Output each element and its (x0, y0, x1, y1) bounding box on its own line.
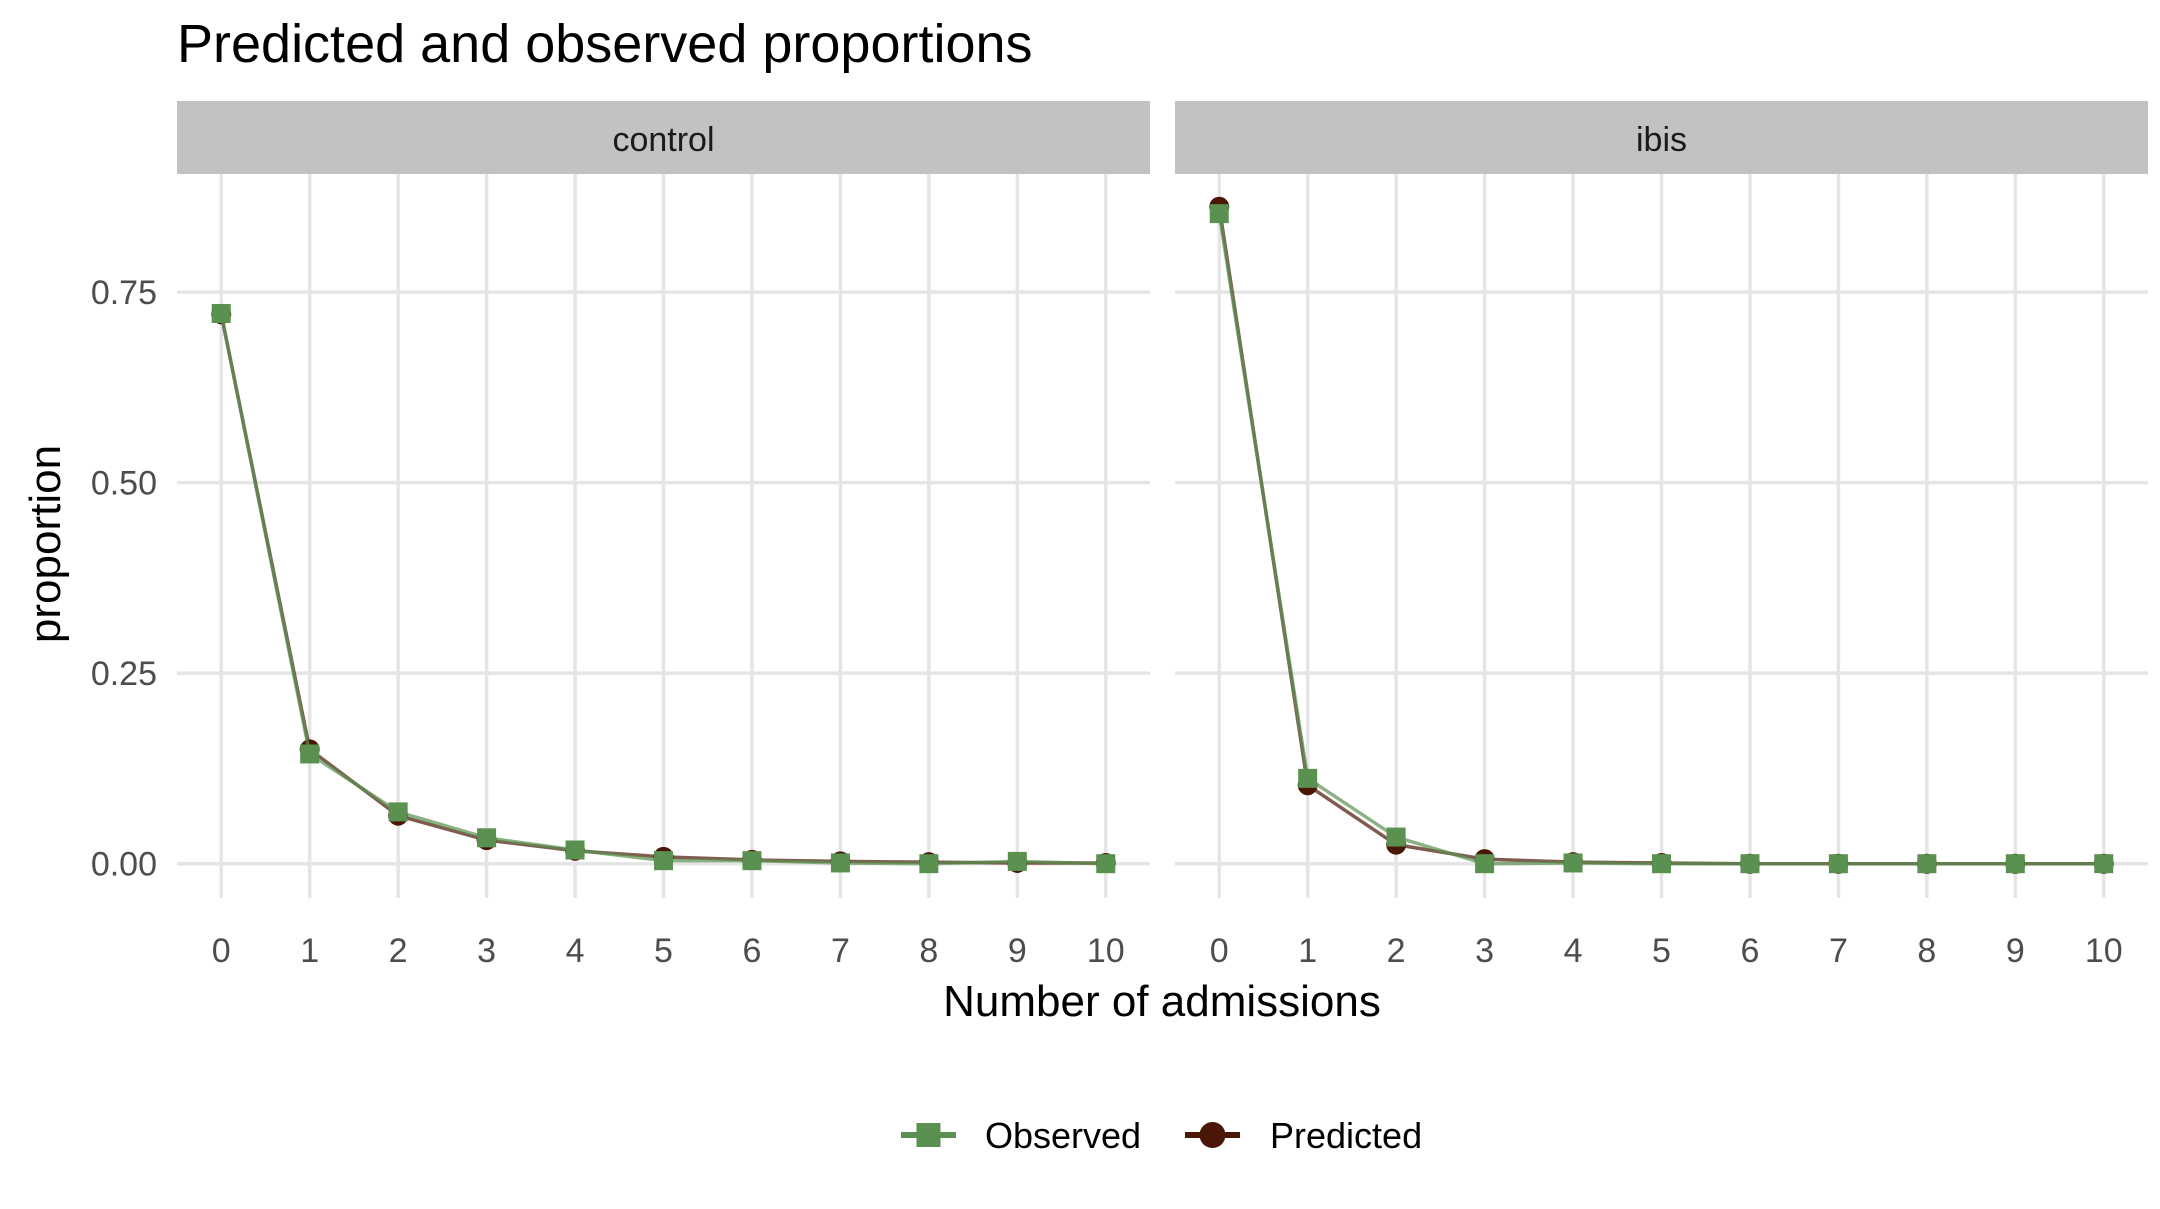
x-tick-label: 7 (1829, 932, 1848, 970)
data-point (300, 744, 320, 764)
data-point (388, 802, 408, 822)
series-observed (1209, 204, 2114, 874)
legend-key-marker (1199, 1122, 1226, 1148)
data-point (477, 828, 497, 848)
panel-strip (177, 101, 1150, 174)
y-tick-label: 0.25 (91, 655, 157, 693)
data-point (565, 840, 585, 860)
data-point (1386, 827, 1406, 847)
data-point (742, 851, 762, 871)
x-tick-label: 10 (1087, 932, 1125, 970)
x-tick-label: 9 (2006, 932, 2025, 970)
data-point (211, 303, 231, 323)
x-tick-label: 4 (1564, 932, 1583, 970)
x-tick-label: 6 (742, 932, 761, 970)
x-tick-label: 9 (1008, 932, 1027, 970)
data-point (1007, 851, 1027, 871)
y-tick-label: 0.75 (91, 274, 157, 312)
data-point (654, 851, 673, 871)
legend-key-marker (916, 1123, 941, 1147)
data-point (1828, 854, 1848, 874)
data-point (919, 854, 939, 874)
data-point (1209, 204, 1229, 224)
data-point (1652, 854, 1671, 874)
panel-strip (1175, 101, 2148, 174)
data-point (2094, 854, 2114, 874)
data-point (1298, 768, 1318, 788)
x-tick-label: 6 (1740, 932, 1759, 970)
x-tick-label: 1 (1298, 932, 1317, 970)
legend-label: Observed (985, 1115, 1141, 1156)
x-tick-label: 5 (654, 932, 673, 970)
data-point (830, 853, 850, 873)
y-axis-title: proportion (21, 445, 70, 643)
x-axis-title: Number of admissions (943, 977, 1381, 1026)
x-tick-label: 8 (1917, 932, 1936, 970)
x-tick-label: 2 (1387, 932, 1406, 970)
data-point (1563, 853, 1583, 873)
panel-ibis: ibis 0 1 2 3 4 5 6 7 8 9 10 (1175, 101, 2148, 970)
chart-title: Predicted and observed proportions (177, 14, 1033, 74)
x-tick-label: 3 (1475, 932, 1494, 970)
x-tick-label: 10 (2085, 932, 2123, 970)
x-tick-label: 1 (300, 932, 319, 970)
data-point (1917, 854, 1937, 874)
x-tick-label: 2 (389, 932, 408, 970)
x-tick-label: 0 (212, 932, 231, 970)
data-point (1740, 854, 1760, 874)
data-point (1096, 854, 1116, 874)
panel-control: control 0 1 2 3 4 5 6 7 8 9 10 0.00 0.25 0.50 0.75 (91, 101, 1150, 970)
legend: Observed Predicted (901, 1115, 1422, 1156)
panel-strip-label: control (612, 121, 714, 159)
legend-item-predicted: Predicted (1185, 1115, 1422, 1156)
x-tick-label: 0 (1210, 932, 1229, 970)
x-tick-label: 7 (831, 932, 850, 970)
legend-item-observed: Observed (901, 1115, 1141, 1156)
y-tick-label: 0.50 (91, 465, 157, 503)
y-tick-label: 0.00 (91, 846, 157, 884)
legend-label: Predicted (1270, 1115, 1422, 1156)
data-point (2005, 854, 2025, 874)
panels: control 0 1 2 3 4 5 6 7 8 9 10 0.00 0.25 0.50 0.75 ibis 0… (91, 101, 2148, 970)
data-point (1475, 854, 1495, 874)
x-tick-label: 5 (1652, 932, 1671, 970)
x-tick-label: 3 (477, 932, 496, 970)
x-tick-label: 4 (566, 932, 585, 970)
series-observed (211, 303, 1116, 874)
x-tick-label: 8 (919, 932, 938, 970)
panel-strip-label: ibis (1636, 121, 1687, 159)
